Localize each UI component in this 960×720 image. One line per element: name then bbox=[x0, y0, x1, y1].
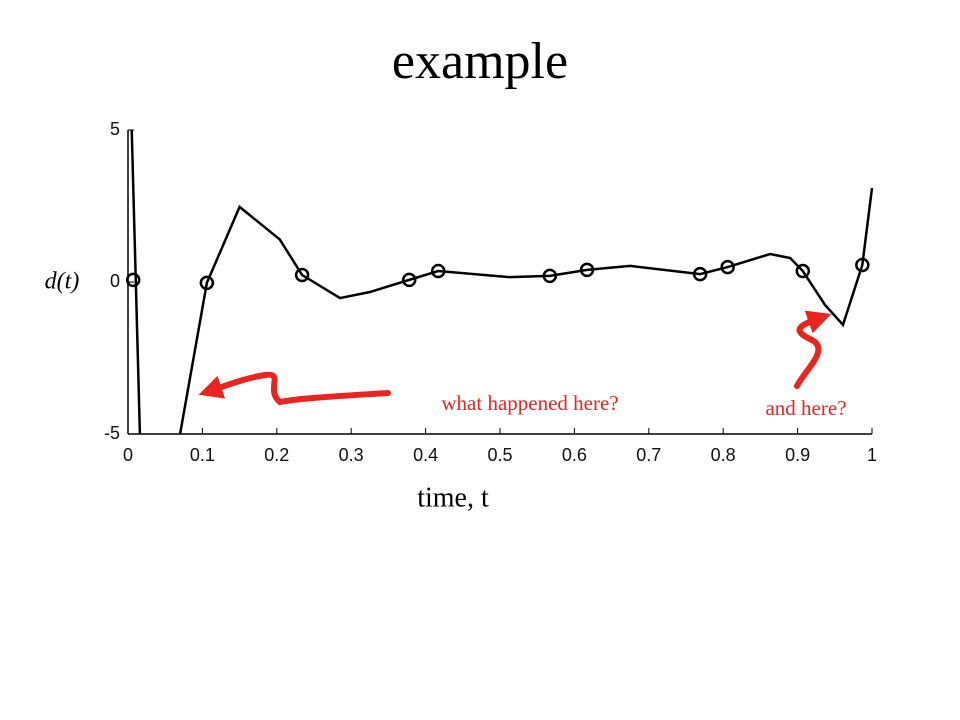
sample-point bbox=[855, 257, 870, 273]
x-tick-label: 0.2 bbox=[264, 445, 289, 465]
sample-point bbox=[125, 272, 141, 288]
x-tick-label: 0.1 bbox=[190, 445, 215, 465]
x-tick-label: 0.7 bbox=[636, 445, 661, 465]
sample-point bbox=[795, 263, 811, 279]
sample-point bbox=[692, 266, 708, 282]
x-tick-label: 0.8 bbox=[711, 445, 736, 465]
y-tick-label: 0 bbox=[110, 271, 120, 291]
x-tick-label: 0.6 bbox=[562, 445, 587, 465]
x-tick-label: 0.3 bbox=[339, 445, 364, 465]
arrow bbox=[794, 310, 832, 389]
x-tick-label: 0 bbox=[123, 445, 133, 465]
annotation: what happened here? bbox=[441, 391, 618, 415]
sample-point bbox=[294, 267, 310, 283]
sample-point bbox=[579, 262, 595, 278]
arrow bbox=[198, 371, 391, 406]
sample-point bbox=[401, 272, 417, 288]
y-tick-label: 5 bbox=[110, 119, 120, 139]
annotation: and here? bbox=[765, 396, 846, 420]
x-tick-label: 0.4 bbox=[413, 445, 438, 465]
x-tick-label: 1 bbox=[867, 445, 877, 465]
sample-point bbox=[720, 259, 735, 275]
sample-point bbox=[199, 275, 215, 291]
x-tick-label: 0.5 bbox=[487, 445, 512, 465]
curve bbox=[130, 129, 874, 435]
chart-title: example bbox=[392, 33, 568, 90]
y-axis-label: d(t) bbox=[45, 269, 80, 295]
x-axis-label: time, t bbox=[417, 482, 489, 513]
sample-point bbox=[542, 268, 558, 284]
sample-point bbox=[430, 263, 446, 279]
x-tick-label: 0.9 bbox=[785, 445, 810, 465]
y-tick-label: -5 bbox=[104, 423, 120, 443]
series-group bbox=[130, 129, 874, 435]
